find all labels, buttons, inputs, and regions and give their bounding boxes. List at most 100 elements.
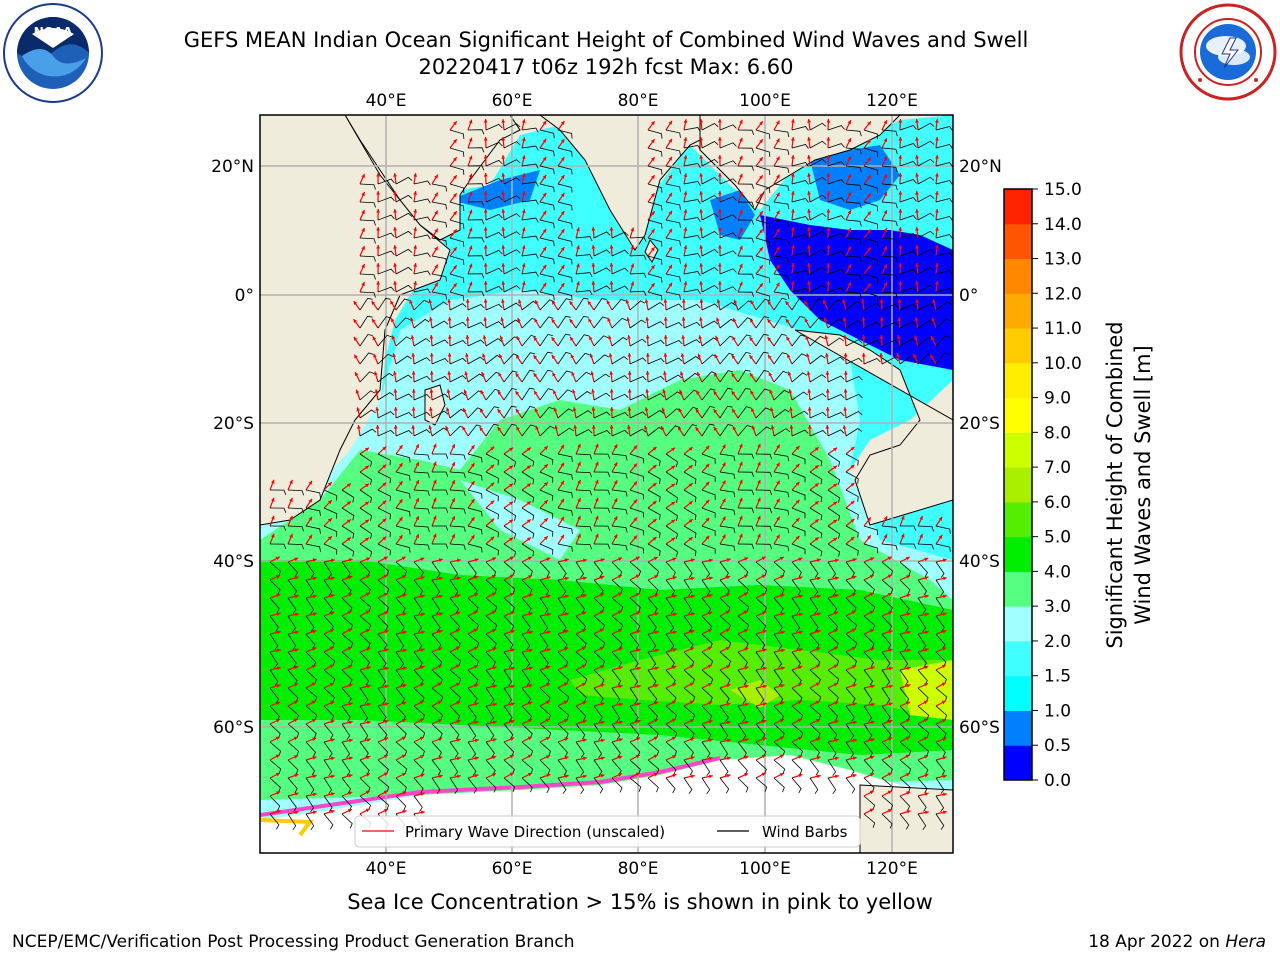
wind-barb: [665, 255, 681, 264]
wave-direction-arrowhead: [744, 557, 749, 561]
caption: Sea Ice Concentration > 15% is shown in …: [347, 890, 933, 914]
wind-barb: [467, 507, 483, 517]
wind-barb: [485, 406, 500, 419]
wind-barb: [539, 369, 553, 383]
lat-label-left-20s: 20°S: [213, 414, 254, 434]
footer-credit: NCEP/EMC/Verification Post Processing Pr…: [12, 932, 575, 952]
wind-barb: [521, 579, 533, 595]
wind-barb: [323, 759, 333, 777]
wave-direction-arrowhead: [413, 227, 418, 231]
wind-barb: [395, 777, 407, 793]
wind-barb: [287, 543, 304, 550]
wave-direction-arrowhead: [552, 372, 556, 377]
wave-direction-arrowhead: [690, 594, 695, 599]
lon-label-bottom-80e: 80°E: [618, 859, 659, 879]
wind-barb: [611, 317, 627, 329]
wind-barb: [503, 687, 513, 705]
wave-direction-arrowhead: [402, 630, 407, 635]
wave-direction-arrowhead: [308, 534, 312, 539]
wave-direction-arrowhead: [376, 281, 380, 285]
wave-direction-arrowhead: [780, 701, 785, 705]
wave-direction-arrowhead: [652, 519, 657, 523]
wave-direction-arrowhead: [883, 174, 887, 179]
wind-barb: [449, 147, 465, 157]
wave-direction-arrowhead: [797, 700, 802, 705]
wind-barb: [521, 369, 535, 383]
wind-barb: [701, 388, 716, 401]
wave-direction-arrowhead: [527, 556, 532, 561]
wave-direction-arrowhead: [627, 389, 632, 393]
lat-label-left-0: 0°: [235, 286, 254, 306]
wave-direction-arrowhead: [528, 684, 533, 688]
wind-barb: [485, 303, 503, 311]
wind-barb: [899, 179, 917, 185]
wind-barb: [791, 353, 807, 365]
wind-barb: [755, 333, 769, 347]
wind-barb: [359, 297, 373, 311]
wave-direction-arrowhead: [906, 683, 911, 688]
wave-direction-arrowhead: [348, 665, 352, 669]
wave-direction-arrowhead: [762, 629, 767, 634]
wind-barb: [611, 489, 628, 497]
wave-direction-arrowhead: [915, 209, 919, 213]
wave-direction-arrowhead: [560, 444, 564, 449]
wave-direction-arrowhead: [716, 317, 720, 322]
wave-direction-arrowhead: [816, 737, 821, 742]
wind-barb: [683, 723, 695, 739]
wind-barb: [935, 579, 945, 597]
wind-barb: [575, 507, 592, 514]
wave-direction-arrowhead: [750, 300, 755, 305]
lon-label-top-100e: 100°E: [739, 91, 791, 111]
wind-barb: [809, 430, 827, 437]
wind-barb: [881, 219, 898, 227]
colorbar-segment: [1004, 258, 1032, 294]
wind-barb: [485, 267, 503, 275]
wind-barb: [413, 489, 430, 496]
wind-barb: [629, 633, 640, 650]
wind-barb: [629, 525, 644, 536]
wave-direction-arrowhead: [271, 515, 275, 520]
wind-barb: [359, 255, 376, 262]
wind-barb: [899, 615, 909, 632]
colorbar-segment: [1004, 432, 1032, 468]
wind-barb: [647, 339, 665, 347]
wave-direction-arrowhead: [705, 517, 710, 522]
wind-barb: [467, 424, 482, 437]
wave-direction-arrowhead: [434, 264, 438, 269]
wave-direction-arrowhead: [438, 629, 443, 634]
wind-barb: [539, 406, 554, 419]
colorbar-segment: [1004, 710, 1032, 746]
lon-label-top-40e: 40°E: [366, 91, 407, 111]
wind-barb: [521, 199, 539, 205]
wind-barb: [665, 273, 681, 282]
wave-direction-arrowhead: [695, 408, 700, 413]
wind-barb: [701, 159, 719, 167]
wind-barb: [881, 687, 891, 705]
wave-direction-arrowhead: [613, 444, 618, 449]
wave-direction-arrowhead: [453, 157, 457, 162]
wave-direction-arrowhead: [826, 155, 831, 159]
wind-barb: [719, 705, 729, 722]
wave-direction-arrowhead: [542, 192, 547, 197]
wind-barb: [521, 543, 535, 557]
wave-direction-arrowhead: [545, 718, 550, 723]
wave-direction-arrowhead: [510, 629, 515, 634]
wind-barb: [521, 597, 532, 614]
wave-direction-arrowhead: [294, 773, 299, 778]
wind-barb: [845, 129, 862, 137]
wave-direction-arrowhead: [432, 533, 437, 538]
wave-direction-arrowhead: [451, 534, 455, 539]
wind-barb: [395, 212, 413, 221]
wind-barb: [629, 777, 642, 792]
wave-direction-arrowhead: [600, 575, 605, 580]
wind-barb: [323, 777, 333, 795]
wind-barb: [845, 705, 855, 722]
wave-direction-arrowhead: [492, 720, 497, 725]
wave-direction-arrowhead: [374, 371, 378, 376]
wave-direction-arrowhead: [509, 501, 513, 506]
wave-direction-arrowhead: [718, 227, 722, 231]
wave-direction-arrowhead: [713, 391, 718, 395]
wave-direction-arrowhead: [527, 773, 532, 777]
wave-direction-arrowhead: [707, 629, 712, 633]
wave-direction-arrowhead: [501, 281, 506, 285]
